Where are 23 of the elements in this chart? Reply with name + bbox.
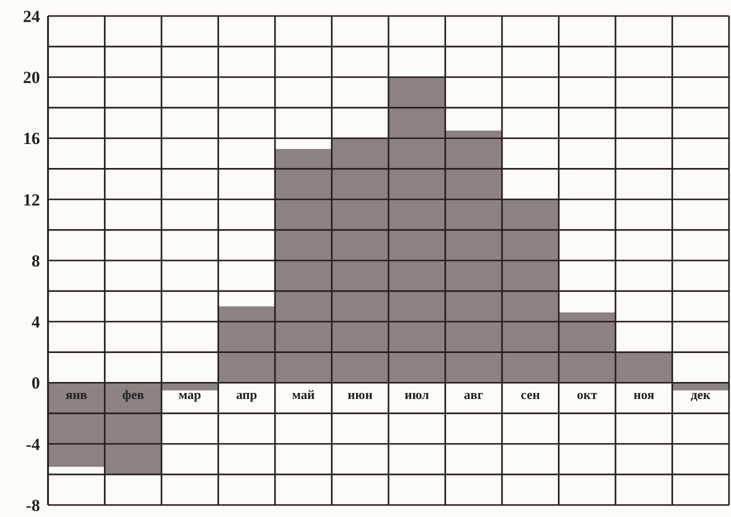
x-tick-label: июн	[348, 386, 374, 402]
x-tick-label: янв	[66, 386, 88, 402]
x-tick-label: дек	[690, 386, 712, 402]
y-tick-label: 16	[23, 129, 40, 148]
bar	[616, 352, 672, 383]
y-tick-label: 20	[23, 68, 40, 88]
x-tick-label: фев	[122, 386, 144, 402]
x-tick-label: июл	[404, 386, 430, 402]
x-tick-label: мар	[178, 386, 202, 402]
y-tick-label: -4	[26, 434, 40, 454]
x-tick-label: окт	[576, 386, 598, 402]
x-tick-label: сен	[520, 386, 540, 402]
x-tick-label: апр	[236, 386, 258, 402]
y-tick-label: -8	[26, 496, 40, 515]
x-tick-label: ноя	[633, 386, 654, 402]
bar	[218, 306, 275, 383]
y-tick-label: 0	[32, 374, 40, 393]
y-tick-label: 4	[32, 312, 40, 332]
y-tick-label: 12	[23, 190, 40, 210]
x-tick-label: авг	[464, 386, 484, 402]
y-tick-label: 24	[23, 6, 40, 26]
y-tick-label: 8	[32, 251, 40, 270]
x-tick-label: май	[292, 386, 316, 402]
